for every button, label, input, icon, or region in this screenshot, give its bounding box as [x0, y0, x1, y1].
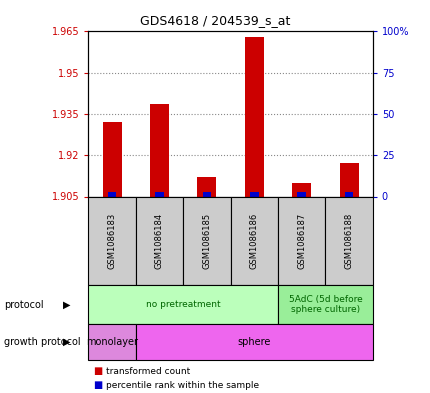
Bar [155, 191, 163, 196]
Bar [150, 105, 169, 196]
Bar [202, 191, 211, 196]
Text: ■: ■ [92, 380, 101, 390]
Text: sphere: sphere [237, 337, 270, 347]
Bar [244, 37, 263, 197]
Text: 5AdC (5d before
sphere culture): 5AdC (5d before sphere culture) [288, 295, 362, 314]
Text: ▶: ▶ [63, 299, 71, 310]
Text: GDS4618 / 204539_s_at: GDS4618 / 204539_s_at [140, 14, 290, 27]
Text: transformed count: transformed count [105, 367, 189, 376]
Text: no pretreatment: no pretreatment [145, 300, 220, 309]
Bar [292, 183, 310, 196]
Text: GSM1086188: GSM1086188 [344, 213, 353, 269]
Text: growth protocol: growth protocol [4, 337, 81, 347]
Text: GSM1086185: GSM1086185 [202, 213, 211, 269]
Bar [344, 191, 353, 196]
Bar [249, 191, 258, 196]
Text: protocol: protocol [4, 299, 44, 310]
Bar [102, 122, 121, 196]
Text: ▶: ▶ [63, 337, 71, 347]
Text: GSM1086187: GSM1086187 [297, 213, 305, 269]
Bar [108, 191, 116, 196]
Text: monolayer: monolayer [86, 337, 138, 347]
Text: GSM1086186: GSM1086186 [249, 213, 258, 269]
Bar [197, 177, 216, 196]
Text: GSM1086184: GSM1086184 [155, 213, 163, 269]
Bar [297, 191, 305, 196]
Text: ■: ■ [92, 366, 101, 376]
Text: percentile rank within the sample: percentile rank within the sample [105, 381, 258, 389]
Text: GSM1086183: GSM1086183 [108, 213, 116, 269]
Bar [339, 163, 358, 196]
